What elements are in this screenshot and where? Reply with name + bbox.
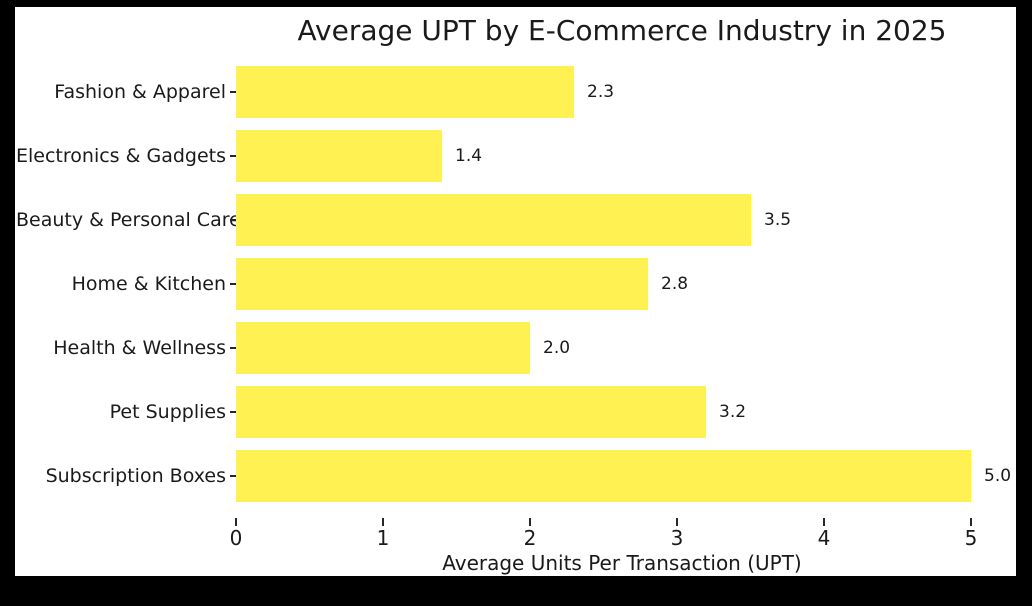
x-tick-mark (382, 518, 384, 526)
x-tick-label: 0 (229, 526, 243, 550)
y-tick-mark (230, 347, 236, 349)
x-axis-label: Average Units Per Transaction (UPT) (442, 551, 802, 575)
bar (236, 130, 442, 182)
category-label: Electronics & Gadgets (16, 145, 226, 167)
bar-value-label: 2.8 (661, 274, 689, 294)
bar (236, 194, 751, 246)
bar-value-label: 2.3 (587, 82, 615, 102)
x-tick-mark (823, 518, 825, 526)
x-tick-label: 3 (670, 526, 684, 550)
x-tick-label: 5 (964, 526, 978, 550)
chart-title: Average UPT by E-Commerce Industry in 20… (297, 14, 947, 47)
bar (236, 258, 648, 310)
bar (236, 386, 706, 438)
category-label: Beauty & Personal Care (16, 209, 241, 231)
x-tick-label: 2 (523, 526, 537, 550)
y-tick-mark (230, 283, 236, 285)
x-tick-label: 4 (817, 526, 831, 550)
bar (236, 66, 574, 118)
x-tick-mark (970, 518, 972, 526)
y-tick-mark (230, 411, 236, 413)
category-label: Pet Supplies (109, 401, 226, 423)
bar-value-label: 3.5 (764, 210, 792, 230)
y-tick-mark (230, 155, 236, 157)
x-tick-label: 1 (376, 526, 390, 550)
y-tick-mark (230, 91, 236, 93)
bar-value-label: 3.2 (719, 402, 747, 422)
category-label: Fashion & Apparel (54, 81, 226, 103)
category-label: Subscription Boxes (45, 465, 226, 487)
x-tick-mark (676, 518, 678, 526)
x-tick-mark (235, 518, 237, 526)
bar-value-label: 1.4 (455, 146, 483, 166)
y-tick-mark (230, 219, 236, 221)
category-label: Home & Kitchen (71, 273, 226, 295)
bar (236, 450, 971, 502)
bar-value-label: 2.0 (543, 338, 571, 358)
bar (236, 322, 530, 374)
x-tick-mark (529, 518, 531, 526)
bar-value-label: 5.0 (984, 466, 1012, 486)
y-tick-mark (230, 475, 236, 477)
category-label: Health & Wellness (53, 337, 226, 359)
